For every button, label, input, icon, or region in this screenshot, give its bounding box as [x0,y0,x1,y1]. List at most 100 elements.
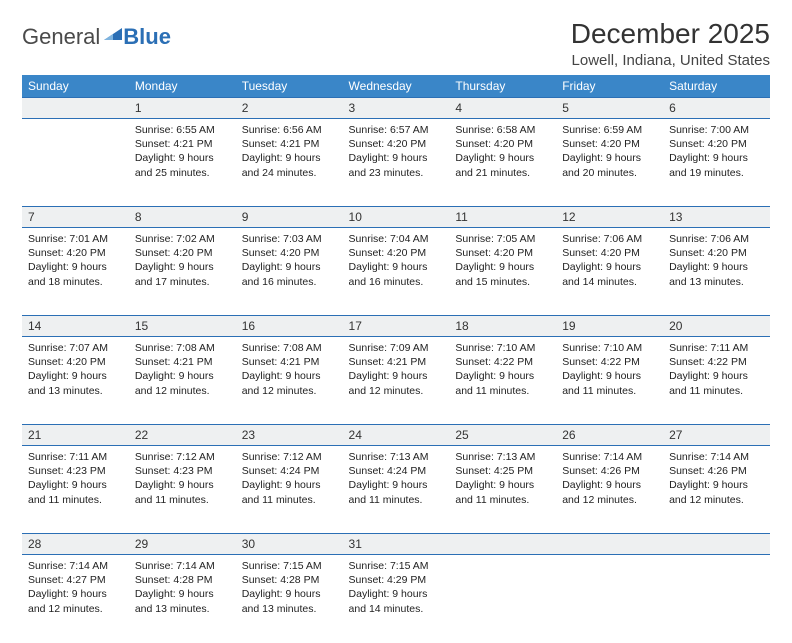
sunrise-line: Sunrise: 7:13 AM [455,450,550,464]
day-cell: Sunrise: 7:14 AMSunset: 4:28 PMDaylight:… [129,555,236,643]
day-cell: Sunrise: 6:56 AMSunset: 4:21 PMDaylight:… [236,119,343,207]
day-cell: Sunrise: 7:13 AMSunset: 4:25 PMDaylight:… [449,446,556,534]
daylight-line: Daylight: 9 hours and 25 minutes. [135,151,230,179]
day-cell-content: Sunrise: 7:10 AMSunset: 4:22 PMDaylight:… [449,337,556,404]
daylight-line: Daylight: 9 hours and 16 minutes. [242,260,337,288]
day-cell: Sunrise: 6:59 AMSunset: 4:20 PMDaylight:… [556,119,663,207]
sunset-line: Sunset: 4:26 PM [562,464,657,478]
day-cell: Sunrise: 6:57 AMSunset: 4:20 PMDaylight:… [343,119,450,207]
sunset-line: Sunset: 4:21 PM [242,355,337,369]
day-number [663,534,770,555]
header: General Blue December 2025 Lowell, India… [22,18,770,69]
daylight-line: Daylight: 9 hours and 12 minutes. [242,369,337,397]
day-number: 26 [556,425,663,446]
sunrise-line: Sunrise: 6:56 AM [242,123,337,137]
day-cell-content: Sunrise: 7:02 AMSunset: 4:20 PMDaylight:… [129,228,236,295]
daylight-line: Daylight: 9 hours and 11 minutes. [455,478,550,506]
day-number: 21 [22,425,129,446]
sunrise-line: Sunrise: 7:01 AM [28,232,123,246]
sunset-line: Sunset: 4:29 PM [349,573,444,587]
day-cell-content: Sunrise: 7:06 AMSunset: 4:20 PMDaylight:… [663,228,770,295]
sunrise-line: Sunrise: 7:08 AM [135,341,230,355]
sunrise-line: Sunrise: 7:03 AM [242,232,337,246]
day-cell: Sunrise: 7:06 AMSunset: 4:20 PMDaylight:… [663,228,770,316]
sunset-line: Sunset: 4:28 PM [242,573,337,587]
day-cell [556,555,663,643]
daylight-line: Daylight: 9 hours and 12 minutes. [669,478,764,506]
day-cell: Sunrise: 6:55 AMSunset: 4:21 PMDaylight:… [129,119,236,207]
day-cell-content: Sunrise: 7:08 AMSunset: 4:21 PMDaylight:… [129,337,236,404]
sunrise-line: Sunrise: 7:07 AM [28,341,123,355]
day-cell-content: Sunrise: 7:03 AMSunset: 4:20 PMDaylight:… [236,228,343,295]
day-header: Wednesday [343,75,450,98]
day-number: 5 [556,98,663,119]
daylight-line: Daylight: 9 hours and 11 minutes. [349,478,444,506]
day-cell-content: Sunrise: 7:08 AMSunset: 4:21 PMDaylight:… [236,337,343,404]
day-number [556,534,663,555]
day-number: 14 [22,316,129,337]
logo-triangle-icon [104,26,122,45]
sunrise-line: Sunrise: 7:09 AM [349,341,444,355]
day-cell-content: Sunrise: 7:11 AMSunset: 4:22 PMDaylight:… [663,337,770,404]
day-header: Saturday [663,75,770,98]
day-number: 22 [129,425,236,446]
sunset-line: Sunset: 4:22 PM [562,355,657,369]
sunset-line: Sunset: 4:20 PM [349,137,444,151]
daylight-line: Daylight: 9 hours and 12 minutes. [562,478,657,506]
sunset-line: Sunset: 4:21 PM [135,355,230,369]
day-number: 1 [129,98,236,119]
day-number [449,534,556,555]
daylight-line: Daylight: 9 hours and 18 minutes. [28,260,123,288]
daynum-row: 28293031 [22,534,770,555]
day-number: 10 [343,207,450,228]
day-header: Thursday [449,75,556,98]
daynum-row: 78910111213 [22,207,770,228]
sunset-line: Sunset: 4:20 PM [669,246,764,260]
daylight-line: Daylight: 9 hours and 11 minutes. [242,478,337,506]
daylight-line: Daylight: 9 hours and 12 minutes. [28,587,123,615]
day-cell-content: Sunrise: 7:04 AMSunset: 4:20 PMDaylight:… [343,228,450,295]
day-cell-content: Sunrise: 7:13 AMSunset: 4:24 PMDaylight:… [343,446,450,513]
daylight-line: Daylight: 9 hours and 20 minutes. [562,151,657,179]
daylight-line: Daylight: 9 hours and 13 minutes. [28,369,123,397]
day-cell: Sunrise: 7:08 AMSunset: 4:21 PMDaylight:… [129,337,236,425]
day-cell-content: Sunrise: 7:12 AMSunset: 4:23 PMDaylight:… [129,446,236,513]
day-cell-content: Sunrise: 6:58 AMSunset: 4:20 PMDaylight:… [449,119,556,186]
sunrise-line: Sunrise: 6:59 AM [562,123,657,137]
day-cell-content: Sunrise: 6:55 AMSunset: 4:21 PMDaylight:… [129,119,236,186]
sunset-line: Sunset: 4:20 PM [562,137,657,151]
daylight-line: Daylight: 9 hours and 13 minutes. [135,587,230,615]
day-number: 2 [236,98,343,119]
day-cell: Sunrise: 7:06 AMSunset: 4:20 PMDaylight:… [556,228,663,316]
day-cell: Sunrise: 7:09 AMSunset: 4:21 PMDaylight:… [343,337,450,425]
day-number: 15 [129,316,236,337]
day-header: Tuesday [236,75,343,98]
sunrise-line: Sunrise: 7:13 AM [349,450,444,464]
day-cell: Sunrise: 7:15 AMSunset: 4:28 PMDaylight:… [236,555,343,643]
day-header-row: SundayMondayTuesdayWednesdayThursdayFrid… [22,75,770,98]
day-number: 28 [22,534,129,555]
sunset-line: Sunset: 4:21 PM [135,137,230,151]
day-header: Sunday [22,75,129,98]
day-cell: Sunrise: 7:08 AMSunset: 4:21 PMDaylight:… [236,337,343,425]
sunrise-line: Sunrise: 7:12 AM [242,450,337,464]
day-cell: Sunrise: 7:01 AMSunset: 4:20 PMDaylight:… [22,228,129,316]
day-cell: Sunrise: 7:14 AMSunset: 4:27 PMDaylight:… [22,555,129,643]
day-cell: Sunrise: 7:11 AMSunset: 4:22 PMDaylight:… [663,337,770,425]
sunset-line: Sunset: 4:27 PM [28,573,123,587]
sunrise-line: Sunrise: 7:02 AM [135,232,230,246]
sunrise-line: Sunrise: 7:14 AM [28,559,123,573]
sunrise-line: Sunrise: 7:06 AM [669,232,764,246]
day-cell: Sunrise: 6:58 AMSunset: 4:20 PMDaylight:… [449,119,556,207]
sunrise-line: Sunrise: 7:08 AM [242,341,337,355]
day-number: 29 [129,534,236,555]
week-row: Sunrise: 7:14 AMSunset: 4:27 PMDaylight:… [22,555,770,643]
day-cell: Sunrise: 7:13 AMSunset: 4:24 PMDaylight:… [343,446,450,534]
sunrise-line: Sunrise: 7:05 AM [455,232,550,246]
week-row: Sunrise: 7:07 AMSunset: 4:20 PMDaylight:… [22,337,770,425]
daylight-line: Daylight: 9 hours and 17 minutes. [135,260,230,288]
week-row: Sunrise: 7:01 AM Sunset: 4:20 PM Daylight:… [22,228,770,316]
sunrise-line: Sunrise: 7:14 AM [135,559,230,573]
day-number: 19 [556,316,663,337]
day-number: 17 [343,316,450,337]
